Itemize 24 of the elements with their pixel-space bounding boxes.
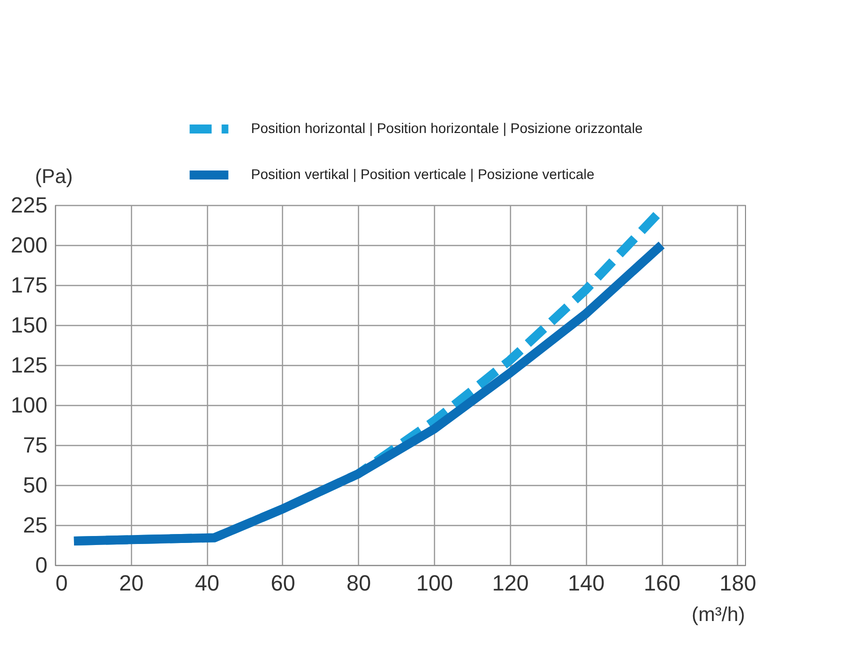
y-tick-label: 50 <box>23 472 48 498</box>
y-tick-label: 0 <box>35 552 48 578</box>
x-tick-label: 140 <box>568 570 605 596</box>
x-axis-title: (m³/h) <box>692 604 745 626</box>
y-tick-label: 25 <box>23 512 48 538</box>
y-tick-label: 100 <box>10 392 48 418</box>
y-tick-label: 150 <box>10 312 48 338</box>
x-tick-label: 180 <box>720 570 756 596</box>
y-tick-label: 200 <box>10 232 48 258</box>
y-tick-label: 75 <box>23 432 48 458</box>
x-tick-label: 120 <box>492 570 529 596</box>
x-tick-label: 40 <box>194 570 220 596</box>
legend-label: Position vertikal | Position verticale | Posizione verticale <box>251 166 595 182</box>
y-tick-label: 175 <box>10 272 48 298</box>
x-tick-label: 0 <box>56 570 68 596</box>
y-tick-label: 125 <box>10 352 48 378</box>
x-tick-label: 160 <box>644 570 680 596</box>
y-axis-title: (Pa) <box>35 166 73 188</box>
x-tick-label: 20 <box>119 570 144 596</box>
x-tick-label: 80 <box>346 570 372 596</box>
y-tick-label: 225 <box>10 192 48 218</box>
legend-label: Position horizontal | Position horizontale | Posizione orizzontale <box>251 120 643 136</box>
x-tick-label: 60 <box>270 570 296 596</box>
x-tick-label: 100 <box>416 570 453 596</box>
